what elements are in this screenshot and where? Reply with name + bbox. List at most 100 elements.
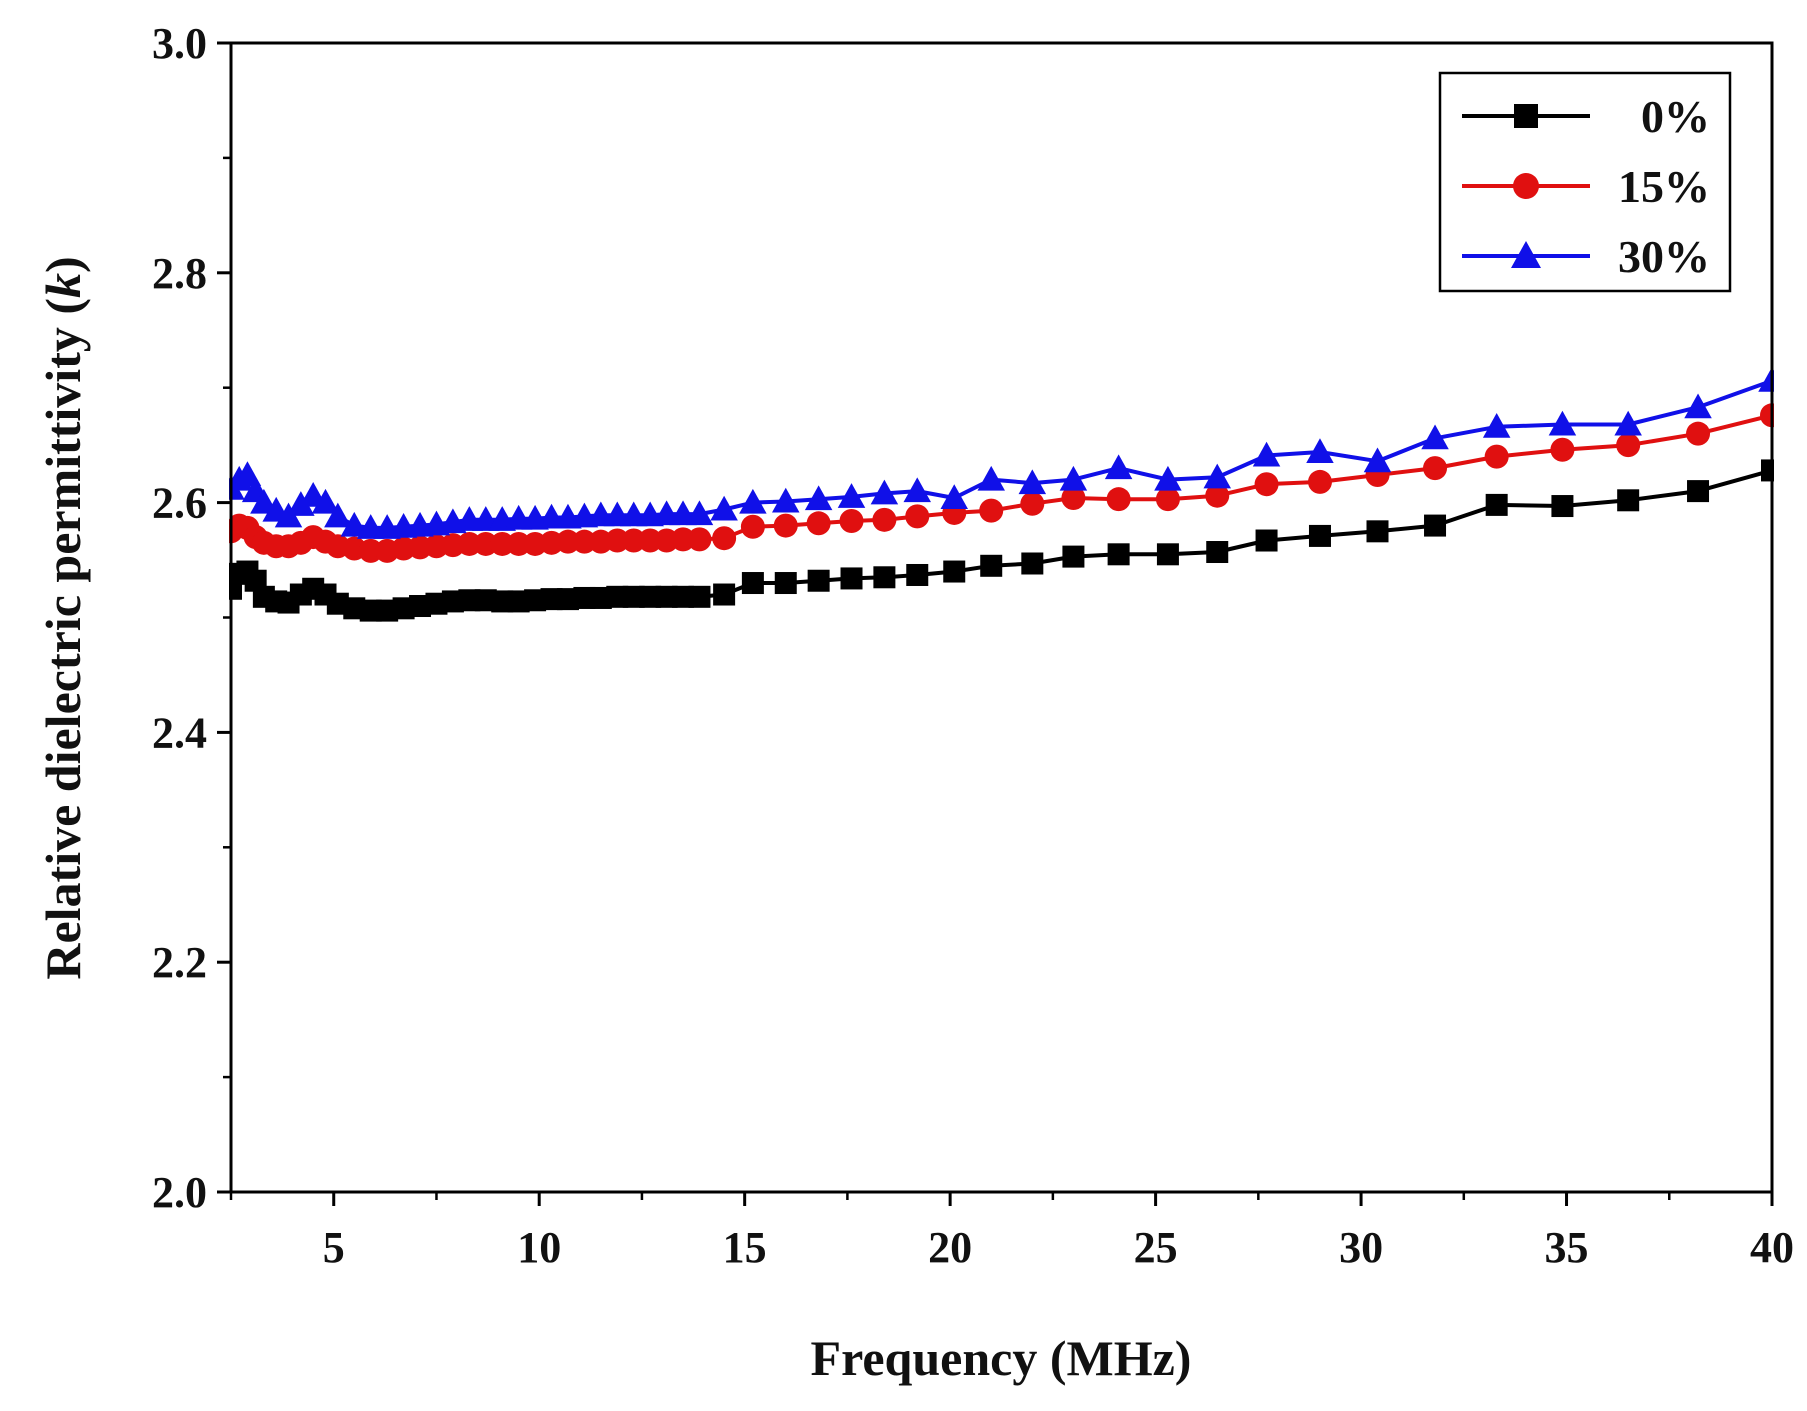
data-point: [1423, 456, 1448, 481]
data-point: [1484, 444, 1509, 469]
data-point: [1061, 486, 1086, 511]
series-layer: [229, 367, 1774, 622]
data-point: [1686, 421, 1711, 446]
y-axis-title-main: Relative dielectric permittivity (: [35, 298, 91, 980]
legend-marker: [1511, 241, 1541, 268]
x-tick-label: 30: [1339, 1223, 1383, 1272]
data-point: [870, 479, 899, 505]
data-point: [903, 477, 932, 503]
y-tick-label: 2.0: [152, 1168, 207, 1217]
data-point: [688, 585, 711, 608]
data-point: [1306, 438, 1334, 464]
data-point: [772, 487, 800, 513]
data-point: [1156, 543, 1179, 566]
data-point: [1255, 529, 1278, 552]
data-point: [1366, 520, 1389, 543]
data-point: [980, 554, 1003, 577]
data-point: [1203, 463, 1231, 489]
data-point: [1616, 433, 1641, 458]
data-point: [1059, 465, 1088, 491]
data-point: [1551, 495, 1574, 518]
data-point: [804, 485, 833, 511]
data-point: [940, 484, 968, 510]
data-point: [807, 569, 830, 592]
data-point: [506, 531, 531, 556]
x-tick-label: 20: [928, 1223, 972, 1272]
data-point: [840, 567, 863, 590]
y-tick-label: 3.0: [152, 19, 207, 68]
data-point: [671, 527, 696, 552]
data-point: [837, 483, 866, 508]
data-point: [311, 488, 340, 514]
data-point: [685, 500, 714, 526]
data-point: [1614, 410, 1642, 436]
x-tick-labels: 5 10 15 20 25 30 35 40: [323, 1223, 1794, 1272]
y-tick-label: 2.2: [152, 938, 207, 987]
data-point: [839, 508, 864, 533]
data-point: [287, 491, 315, 516]
y-tick-labels: 2.0 2.2 2.4 2.6 2.8 3.0: [152, 19, 207, 1217]
data-point: [358, 538, 383, 563]
y-tick-label: 2.6: [152, 479, 207, 528]
data-point: [457, 531, 482, 556]
x-tick-label: 40: [1750, 1223, 1794, 1272]
data-point: [1550, 437, 1575, 462]
data-point: [490, 531, 515, 556]
data-point: [773, 513, 798, 538]
data-point: [473, 531, 498, 556]
data-point: [741, 572, 764, 595]
data-point: [873, 566, 896, 589]
data-point: [638, 528, 663, 553]
legend-label: 30%: [1618, 231, 1710, 282]
data-point: [1254, 472, 1279, 497]
legend-label: 0%: [1641, 91, 1710, 142]
data-point: [1252, 441, 1281, 467]
data-point: [1424, 514, 1447, 537]
y-tick-label: 2.4: [152, 708, 207, 757]
data-point: [1548, 410, 1577, 436]
series-30pct: [229, 367, 1774, 539]
data-point: [1104, 454, 1133, 480]
legend: 0% 15% 30%: [1438, 71, 1732, 293]
series-0pct: [229, 459, 1774, 622]
data-point: [806, 511, 831, 536]
x-tick-label: 35: [1545, 1223, 1589, 1272]
series-15pct: [229, 403, 1774, 563]
x-tick-label: 10: [517, 1223, 561, 1272]
y-tick-label: 2.8: [152, 249, 207, 298]
data-point: [605, 528, 630, 553]
data-point: [1018, 469, 1047, 495]
data-point: [774, 572, 797, 595]
data-point: [1020, 491, 1045, 516]
y-axis-title-symbol: k: [35, 273, 91, 298]
data-point: [906, 563, 929, 586]
data-point: [555, 529, 580, 554]
data-point: [1308, 524, 1331, 547]
data-point: [1482, 413, 1511, 438]
x-axis-title: Frequency (MHz): [811, 1330, 1192, 1386]
data-point: [572, 529, 597, 554]
data-point: [324, 502, 352, 528]
data-point: [740, 514, 765, 539]
data-point: [1421, 424, 1449, 450]
data-point: [905, 504, 930, 529]
data-point: [1687, 480, 1710, 503]
data-point: [712, 526, 737, 551]
data-point: [1617, 489, 1640, 512]
data-point: [1062, 545, 1085, 568]
data-point: [687, 527, 712, 552]
data-point: [1155, 487, 1180, 512]
x-tick-label: 15: [723, 1223, 767, 1272]
data-point: [872, 507, 897, 532]
x-tick-label: 5: [323, 1223, 345, 1272]
data-point: [977, 465, 1005, 491]
data-point: [1363, 447, 1392, 473]
data-point: [943, 560, 966, 583]
data-point: [1206, 541, 1229, 564]
data-point: [1154, 465, 1182, 491]
legend-label: 15%: [1618, 161, 1710, 212]
data-point: [1758, 367, 1774, 392]
y-axis-title: Relative dielectric permittivity (k): [35, 256, 91, 979]
data-point: [340, 511, 369, 537]
